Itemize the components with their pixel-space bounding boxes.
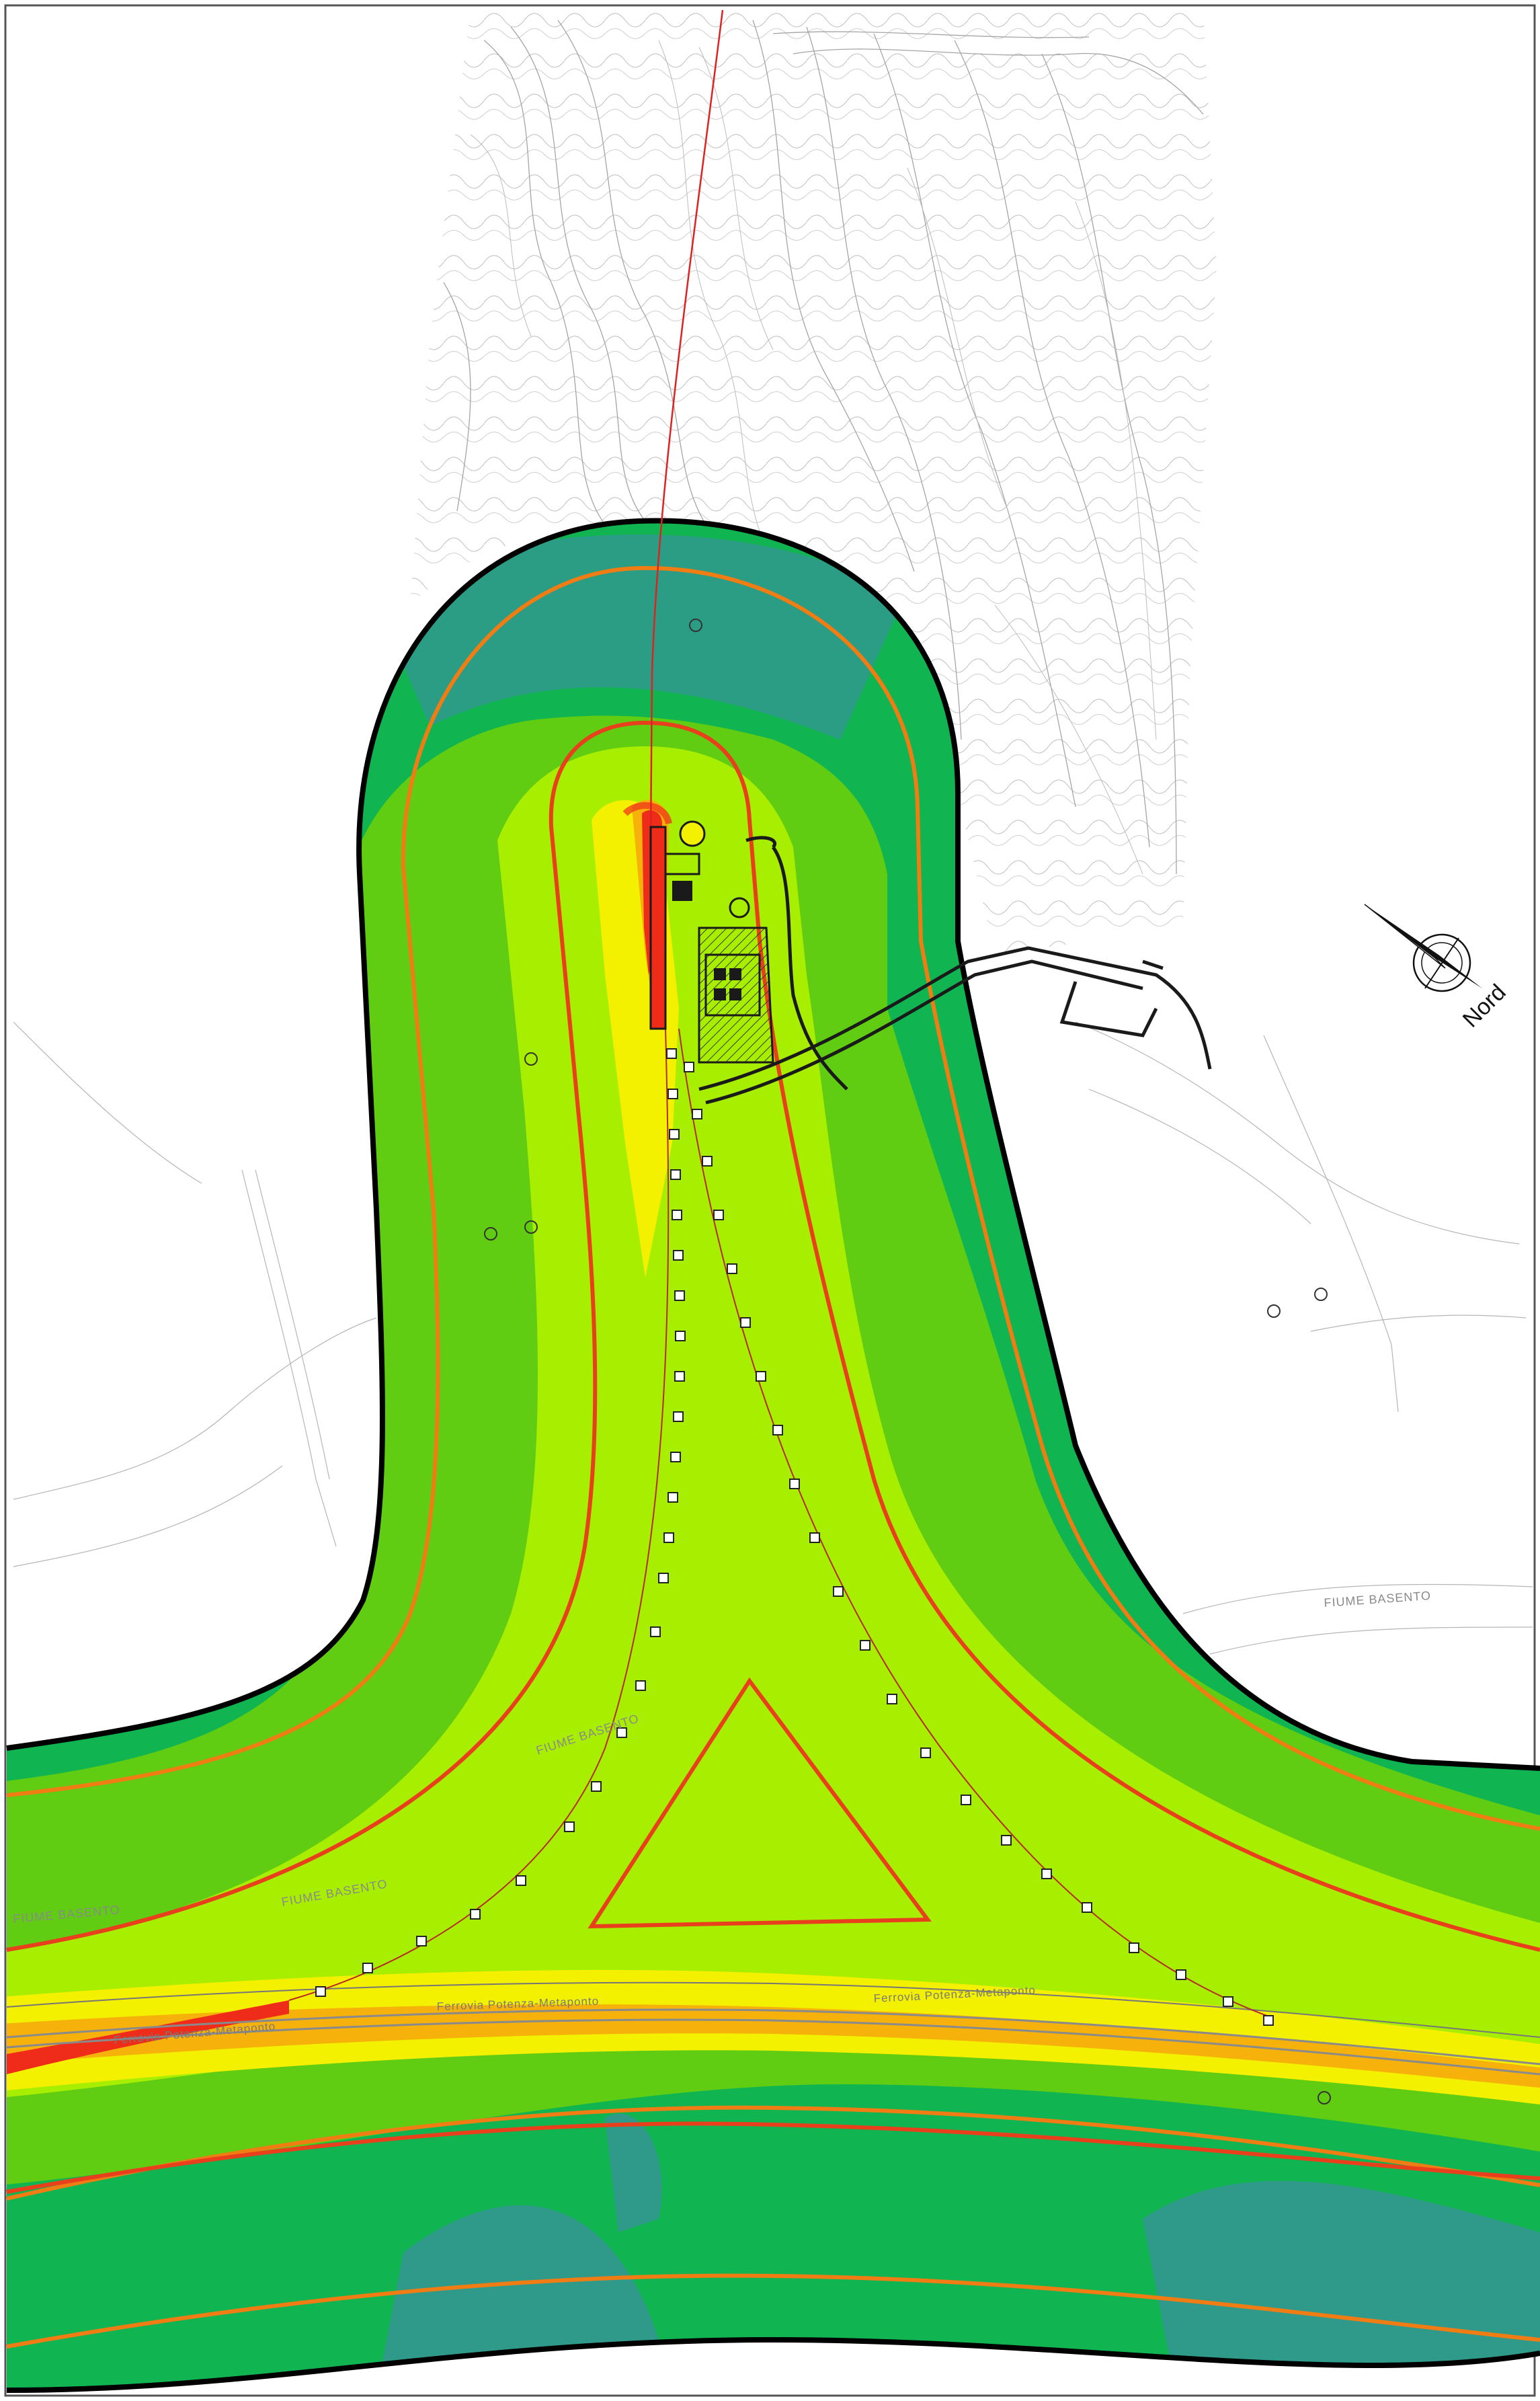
well-markers [484, 619, 1331, 2104]
plain-contours [13, 1021, 1533, 1655]
compass-icon [1364, 904, 1482, 992]
isoline-outer [6, 565, 1540, 2349]
plant-site [649, 820, 774, 1064]
north-arrow: Nord [1364, 904, 1511, 1033]
access-road [698, 836, 1212, 1105]
railway-line [6, 1981, 1540, 2076]
isoline-inner [6, 720, 1540, 2194]
level-bands [7, 520, 1540, 2390]
river-label-1: FIUME BASENTO [1324, 1589, 1432, 1610]
study-area-boundary [6, 518, 1540, 2393]
topographic-contours [410, 10, 1217, 955]
pylons [315, 1048, 1274, 2026]
power-line-west [288, 1028, 670, 2001]
sheet-frame [4, 4, 1536, 2397]
north-label: Nord [1458, 980, 1511, 1033]
pipeline-red [649, 9, 724, 841]
